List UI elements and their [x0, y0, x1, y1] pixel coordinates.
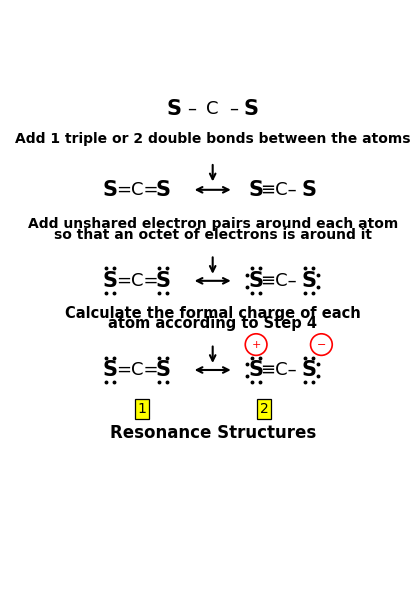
Text: =C=: =C=	[116, 181, 159, 199]
Text: S: S	[302, 180, 317, 200]
Text: =C=: =C=	[116, 361, 159, 379]
Text: Calculate the formal charge of each: Calculate the formal charge of each	[65, 305, 361, 320]
Text: S: S	[155, 360, 170, 380]
Text: so that an octet of electrons is around it: so that an octet of electrons is around …	[54, 227, 372, 242]
Text: 2: 2	[260, 402, 269, 416]
Text: C: C	[206, 100, 219, 118]
Text: –: –	[229, 100, 238, 118]
Text: ≡C–: ≡C–	[260, 181, 297, 199]
Text: Add 1 triple or 2 double bonds between the atoms: Add 1 triple or 2 double bonds between t…	[15, 132, 410, 146]
Text: S: S	[102, 180, 117, 200]
Text: S: S	[302, 271, 317, 291]
Text: S: S	[249, 180, 264, 200]
Text: S: S	[249, 271, 264, 291]
Text: S: S	[155, 180, 170, 200]
Text: atom according to Step 4: atom according to Step 4	[108, 316, 317, 331]
Text: +: +	[251, 340, 261, 350]
Text: S: S	[302, 360, 317, 380]
Text: 1: 1	[137, 402, 146, 416]
Text: =C=: =C=	[116, 272, 159, 290]
Text: S: S	[155, 271, 170, 291]
Text: −: −	[317, 340, 326, 350]
Text: ≡C–: ≡C–	[260, 361, 297, 379]
Text: S: S	[249, 360, 264, 380]
Text: S: S	[166, 99, 182, 119]
Text: S: S	[102, 271, 117, 291]
Text: –: –	[187, 100, 196, 118]
Text: S: S	[102, 360, 117, 380]
Text: Resonance Structures: Resonance Structures	[110, 424, 316, 442]
Text: S: S	[244, 99, 259, 119]
Text: Add unshared electron pairs around each atom: Add unshared electron pairs around each …	[27, 217, 398, 230]
Text: ≡C–: ≡C–	[260, 272, 297, 290]
